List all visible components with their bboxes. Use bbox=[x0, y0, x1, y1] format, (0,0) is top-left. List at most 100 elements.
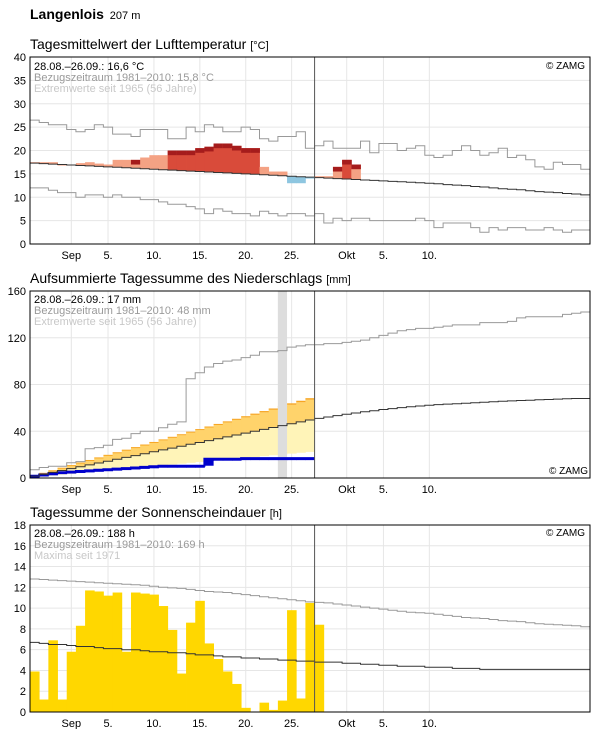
x-tick-label: 15. bbox=[192, 484, 207, 496]
y-tick-label: 120 bbox=[8, 333, 26, 345]
min-extreme-line bbox=[30, 187, 590, 233]
warm-anomaly-bar bbox=[39, 162, 49, 164]
record-warm-marker bbox=[213, 143, 224, 149]
sunshine-bar bbox=[140, 593, 150, 712]
panel-title-precipitation: Aufsummierte Tagessumme des Niederschlag… bbox=[30, 270, 351, 286]
norm-band-light bbox=[149, 451, 159, 467]
sunshine-bar bbox=[287, 610, 297, 712]
norm-band-mid bbox=[296, 402, 306, 422]
record-warm-marker bbox=[222, 143, 233, 149]
norm-cumulative-line bbox=[30, 398, 590, 477]
norm-band-light bbox=[103, 461, 114, 471]
x-tick-label: Sep bbox=[62, 250, 82, 262]
warm-anomaly-bar bbox=[250, 148, 260, 175]
observed-precip-step bbox=[231, 458, 242, 461]
max-hours-line bbox=[30, 578, 590, 628]
norm-band-strong bbox=[176, 434, 187, 436]
y-tick-label: 14 bbox=[14, 562, 26, 574]
temperature-legend-extremes: Extremwerte seit 1965 (56 Jahre) bbox=[34, 83, 197, 95]
y-tick-label: 80 bbox=[14, 380, 26, 392]
sunshine-bar bbox=[48, 640, 58, 712]
record-warm-marker bbox=[351, 164, 361, 170]
norm-band-strong bbox=[75, 462, 86, 464]
norm-band-mid bbox=[57, 467, 68, 471]
y-tick-label: 12 bbox=[14, 582, 26, 594]
sunshine-bar bbox=[268, 709, 279, 712]
norm-band-strong bbox=[57, 467, 68, 469]
x-tick-label: 10. bbox=[146, 484, 161, 496]
sunshine-bar bbox=[222, 671, 233, 712]
warm-anomaly-bar bbox=[57, 164, 68, 166]
precipitation-title: Aufsummierte Tagessumme des Niederschlag… bbox=[30, 270, 323, 286]
x-tick-label: 25. bbox=[284, 718, 299, 729]
sunshine-legend-norm: Bezugszeitraum 1981–2010: 169 h bbox=[34, 539, 205, 551]
sunshine-unit: [h] bbox=[269, 508, 282, 520]
norm-band-light bbox=[222, 436, 233, 460]
record-warm-marker bbox=[342, 159, 352, 165]
norm-band-light bbox=[75, 466, 86, 473]
x-tick-label: 25. bbox=[284, 250, 299, 262]
sunshine-bar bbox=[277, 700, 288, 712]
panel-title-sunshine: Tagessumme der Sonnenscheindauer [h] bbox=[30, 504, 282, 520]
norm-band-light bbox=[85, 464, 95, 473]
record-warm-marker bbox=[231, 145, 242, 151]
norm-band-strong bbox=[85, 459, 95, 461]
warm-anomaly-bar bbox=[241, 148, 251, 174]
sunshine-bar bbox=[204, 643, 215, 712]
plot-frame bbox=[29, 290, 591, 479]
y-tick-label: 0 bbox=[20, 707, 26, 719]
observed-precip-step bbox=[85, 470, 95, 473]
warm-anomaly-bar bbox=[140, 157, 150, 169]
x-tick-label: 5. bbox=[379, 484, 388, 496]
norm-band-strong bbox=[167, 436, 178, 438]
sunshine-bar bbox=[57, 699, 68, 712]
sunshine-bar bbox=[195, 600, 205, 712]
warm-anomaly-bar bbox=[94, 163, 104, 167]
x-tick-label: 10. bbox=[422, 484, 437, 496]
sunshine-bar bbox=[167, 629, 178, 712]
observed-precip-step bbox=[287, 458, 297, 461]
sunshine-frame bbox=[29, 524, 591, 713]
warm-anomaly-bar bbox=[351, 164, 361, 180]
precipitation-chart: 0 40 80 120 160 Sep 5. 10. 15. 20. 25. Okt 5. 10. 28.… bbox=[8, 286, 591, 496]
temperature-copyright: © ZAMG bbox=[546, 61, 585, 72]
norm-band-strong bbox=[296, 400, 306, 403]
precipitation-unit: [mm] bbox=[326, 274, 351, 286]
sunshine-bar bbox=[94, 591, 104, 712]
max-cumulative-line bbox=[30, 311, 590, 471]
x-tick-label: 25. bbox=[284, 484, 299, 496]
norm-band-mid bbox=[66, 465, 77, 469]
y-tick-label: 10 bbox=[14, 192, 26, 204]
norm-band-strong bbox=[112, 452, 123, 454]
norm-band-mid bbox=[222, 422, 233, 437]
sunshine-bar bbox=[241, 707, 251, 712]
norm-band-light bbox=[186, 444, 196, 463]
x-tick-label: 10. bbox=[422, 250, 437, 262]
warm-anomaly-bar bbox=[48, 162, 58, 165]
norm-band-strong bbox=[204, 426, 215, 428]
record-warm-marker bbox=[186, 150, 196, 156]
observed-precip-step bbox=[112, 468, 123, 471]
missing-data-column bbox=[277, 291, 288, 478]
temperature-unit: [°C] bbox=[250, 40, 269, 52]
x-tick-label: Okt bbox=[338, 250, 355, 262]
cold-anomaly-bar bbox=[296, 176, 306, 184]
norm-band-strong bbox=[213, 423, 224, 425]
norm-band-strong bbox=[259, 411, 270, 413]
sunshine-bar bbox=[130, 592, 141, 712]
norm-band-mid bbox=[121, 450, 132, 458]
sunshine-bar bbox=[213, 659, 224, 712]
warm-anomaly-bar bbox=[176, 150, 187, 171]
norm-band-light bbox=[112, 459, 123, 470]
heavy-rain-day bbox=[204, 458, 214, 466]
norm-band-mid bbox=[268, 409, 279, 428]
record-warm-marker bbox=[332, 166, 343, 172]
sunshine-bar bbox=[85, 590, 95, 712]
x-tick-label: 5. bbox=[103, 718, 112, 729]
norm-band-strong bbox=[241, 416, 251, 418]
temperature-frame bbox=[29, 56, 591, 245]
norm-band-strong bbox=[195, 429, 205, 431]
norm-band-light bbox=[250, 431, 260, 457]
warm-anomaly-bar bbox=[75, 163, 86, 166]
